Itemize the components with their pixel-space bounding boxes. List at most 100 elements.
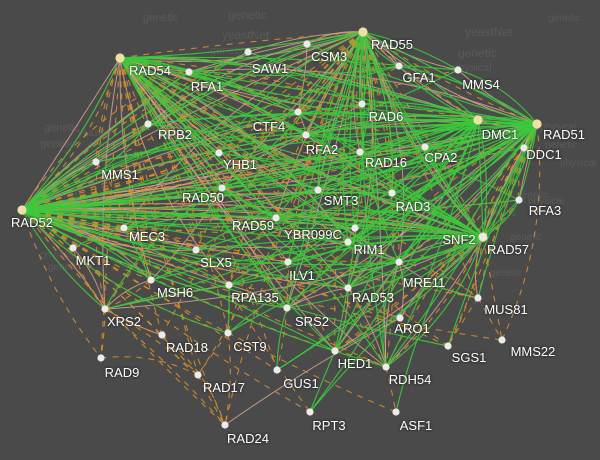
edge-yeastnet-coexpression[interactable] bbox=[424, 146, 484, 238]
edge-genetic-interaction[interactable] bbox=[221, 31, 364, 189]
edge-yeastnet-coexpression[interactable] bbox=[123, 119, 479, 229]
edge-genetic-interaction[interactable] bbox=[161, 334, 226, 426]
edge-physical-interaction[interactable] bbox=[21, 57, 121, 211]
graph-node-rad52[interactable] bbox=[17, 205, 27, 215]
edge-physical-interaction[interactable] bbox=[119, 57, 152, 281]
edge-genetic-interaction[interactable] bbox=[95, 57, 121, 163]
graph-node-saw1[interactable] bbox=[244, 48, 252, 56]
edge-yeastnet-coexpression[interactable] bbox=[398, 123, 538, 263]
edge-yeastnet-coexpression[interactable] bbox=[362, 31, 484, 238]
graph-node-rdh54[interactable] bbox=[382, 363, 390, 371]
edge-genetic-interaction[interactable] bbox=[119, 57, 278, 371]
edge-genetic-interaction[interactable] bbox=[104, 308, 226, 426]
graph-node-yhb1[interactable] bbox=[215, 149, 223, 157]
edge-yeastnet-coexpression[interactable] bbox=[21, 31, 364, 211]
graph-node-aro1[interactable] bbox=[396, 314, 404, 322]
graph-node-rpb2[interactable] bbox=[144, 120, 152, 128]
edge-genetic-interaction[interactable] bbox=[447, 123, 538, 347]
graph-node-rfa2[interactable] bbox=[302, 131, 310, 139]
edge-genetic-interaction[interactable] bbox=[21, 31, 364, 211]
edge-yeastnet-coexpression[interactable] bbox=[21, 209, 230, 286]
edge-yeastnet-coexpression[interactable] bbox=[398, 65, 479, 121]
edge-yeastnet-coexpression[interactable] bbox=[286, 119, 479, 309]
edge-yeastnet-coexpression[interactable] bbox=[119, 56, 459, 71]
edge-yeastnet-coexpression[interactable] bbox=[362, 31, 479, 121]
edge-genetic-interaction[interactable] bbox=[197, 332, 229, 376]
edge-yeastnet-coexpression[interactable] bbox=[317, 189, 484, 238]
edge-genetic-interaction[interactable] bbox=[21, 209, 289, 263]
edge-yeastnet-coexpression[interactable] bbox=[227, 284, 230, 334]
edge-genetic-interaction[interactable] bbox=[362, 31, 479, 121]
graph-node-rad57[interactable] bbox=[479, 233, 487, 241]
edge-yeastnet-coexpression[interactable] bbox=[21, 209, 336, 352]
graph-node-mec3[interactable] bbox=[120, 224, 128, 232]
edge-yeastnet-coexpression[interactable] bbox=[347, 236, 484, 289]
edge-physical-interaction[interactable] bbox=[119, 57, 230, 286]
graph-node-csm3[interactable] bbox=[303, 40, 311, 48]
graph-node-asf1[interactable] bbox=[392, 408, 400, 416]
edge-yeastnet-coexpression[interactable] bbox=[359, 119, 479, 153]
edge-yeastnet-coexpression[interactable] bbox=[104, 187, 223, 310]
edge-physical-interaction[interactable] bbox=[347, 31, 373, 289]
edge-yeastnet-coexpression[interactable] bbox=[227, 236, 484, 334]
edge-yeastnet-coexpression[interactable] bbox=[275, 31, 364, 219]
edge-genetic-interaction[interactable] bbox=[362, 31, 400, 263]
edge-genetic-interaction[interactable] bbox=[21, 209, 226, 426]
edge-physical-interaction[interactable] bbox=[228, 284, 288, 309]
edge-yeastnet-coexpression[interactable] bbox=[362, 31, 484, 238]
edge-genetic-interaction[interactable] bbox=[119, 57, 163, 336]
edge-genetic-interaction[interactable] bbox=[276, 307, 288, 371]
edge-physical-interaction[interactable] bbox=[385, 236, 484, 368]
edge-yeastnet-coexpression[interactable] bbox=[195, 235, 484, 251]
edge-genetic-interaction[interactable] bbox=[123, 227, 152, 281]
graph-node-slx5[interactable] bbox=[192, 246, 200, 254]
edge-yeastnet-coexpression[interactable] bbox=[362, 31, 459, 71]
edge-genetic-interaction[interactable] bbox=[21, 209, 199, 376]
edge-yeastnet-coexpression[interactable] bbox=[247, 51, 538, 125]
edge-yeastnet-coexpression[interactable] bbox=[21, 65, 400, 211]
edge-yeastnet-coexpression[interactable] bbox=[188, 31, 364, 73]
edge-yeastnet-coexpression[interactable] bbox=[275, 209, 484, 238]
edge-yeastnet-coexpression[interactable] bbox=[21, 209, 152, 281]
edge-yeastnet-coexpression[interactable] bbox=[286, 236, 484, 309]
edge-yeastnet-coexpression[interactable] bbox=[477, 119, 488, 238]
graph-node-rpt3[interactable] bbox=[306, 408, 314, 416]
graph-node-rad16[interactable] bbox=[356, 148, 364, 156]
edge-yeastnet-coexpression[interactable] bbox=[221, 187, 277, 219]
graph-node-cst9[interactable] bbox=[224, 329, 232, 337]
edge-yeastnet-coexpression[interactable] bbox=[347, 31, 377, 289]
edge-yeastnet-coexpression[interactable] bbox=[477, 123, 538, 299]
edge-genetic-interaction[interactable] bbox=[21, 208, 197, 251]
graph-node-rad54[interactable] bbox=[115, 53, 125, 63]
edge-genetic-interaction[interactable] bbox=[119, 57, 479, 121]
edge-physical-interaction[interactable] bbox=[119, 57, 479, 121]
graph-node-rad9[interactable] bbox=[97, 354, 105, 362]
edge-genetic-interaction[interactable] bbox=[362, 31, 393, 194]
graph-node-ybr099c[interactable] bbox=[351, 224, 359, 232]
edge-physical-interaction[interactable] bbox=[104, 308, 163, 336]
graph-node-rad6[interactable] bbox=[358, 100, 366, 108]
edge-yeastnet-coexpression[interactable] bbox=[297, 31, 364, 113]
edge-physical-interaction[interactable] bbox=[334, 236, 484, 352]
edge-genetic-interaction[interactable] bbox=[100, 356, 199, 376]
edge-yeastnet-coexpression[interactable] bbox=[21, 71, 190, 211]
edge-yeastnet-coexpression[interactable] bbox=[21, 147, 525, 211]
edge-genetic-interaction[interactable] bbox=[72, 227, 125, 249]
edge-genetic-interaction[interactable] bbox=[119, 31, 364, 59]
edge-genetic-interaction[interactable] bbox=[119, 57, 149, 125]
edge-genetic-interaction[interactable] bbox=[104, 308, 163, 336]
graph-node-msh6[interactable] bbox=[147, 276, 155, 284]
graph-node-smt3[interactable] bbox=[314, 186, 322, 194]
edge-genetic-interaction[interactable] bbox=[197, 374, 226, 426]
graph-node-rad18[interactable] bbox=[158, 331, 166, 339]
graph-node-rad59[interactable] bbox=[272, 214, 280, 222]
edge-yeastnet-coexpression[interactable] bbox=[334, 31, 365, 352]
edge-yeastnet-coexpression[interactable] bbox=[21, 209, 74, 249]
edge-yeastnet-coexpression[interactable] bbox=[104, 261, 400, 310]
edge-yeastnet-coexpression[interactable] bbox=[119, 57, 288, 309]
edge-yeastnet-coexpression[interactable] bbox=[21, 161, 97, 211]
edge-yeastnet-coexpression[interactable] bbox=[342, 31, 364, 243]
edge-genetic-interaction[interactable] bbox=[362, 31, 484, 238]
edge-genetic-interaction[interactable] bbox=[104, 279, 152, 310]
edge-yeastnet-coexpression[interactable] bbox=[123, 227, 197, 251]
